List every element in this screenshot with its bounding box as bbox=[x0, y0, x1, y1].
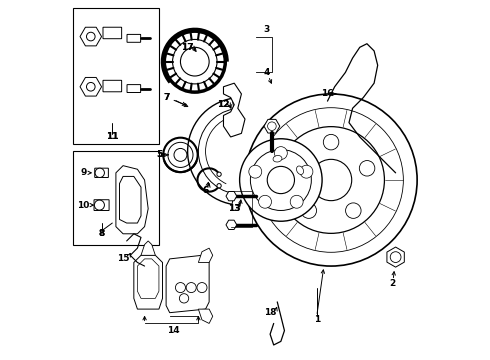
Circle shape bbox=[95, 200, 104, 210]
Polygon shape bbox=[198, 309, 213, 323]
Polygon shape bbox=[80, 27, 101, 46]
Bar bbox=[73, 151, 159, 244]
Circle shape bbox=[95, 168, 104, 177]
Text: 1: 1 bbox=[314, 315, 320, 324]
Text: 7: 7 bbox=[163, 93, 169, 102]
Polygon shape bbox=[120, 176, 141, 223]
Circle shape bbox=[87, 32, 95, 41]
Text: 3: 3 bbox=[264, 25, 270, 34]
Polygon shape bbox=[80, 77, 101, 96]
Text: 6: 6 bbox=[202, 186, 209, 195]
Circle shape bbox=[250, 149, 311, 211]
Circle shape bbox=[287, 161, 303, 176]
Circle shape bbox=[267, 166, 294, 194]
Polygon shape bbox=[141, 241, 155, 255]
Text: 17: 17 bbox=[181, 43, 194, 52]
Bar bbox=[73, 8, 159, 144]
Ellipse shape bbox=[273, 156, 282, 162]
Circle shape bbox=[323, 134, 339, 150]
Circle shape bbox=[240, 139, 322, 221]
Text: 13: 13 bbox=[228, 204, 241, 213]
Polygon shape bbox=[198, 248, 213, 262]
Polygon shape bbox=[226, 220, 237, 229]
Circle shape bbox=[249, 165, 262, 178]
Text: 2: 2 bbox=[389, 279, 395, 288]
Text: 8: 8 bbox=[98, 229, 105, 238]
Circle shape bbox=[345, 203, 361, 219]
Polygon shape bbox=[134, 255, 163, 309]
Text: 18: 18 bbox=[264, 308, 276, 317]
Circle shape bbox=[259, 108, 403, 252]
Circle shape bbox=[217, 184, 221, 188]
Circle shape bbox=[301, 203, 317, 219]
Text: 17: 17 bbox=[181, 43, 194, 52]
Text: 12: 12 bbox=[217, 100, 230, 109]
Circle shape bbox=[390, 252, 401, 262]
Polygon shape bbox=[226, 192, 237, 201]
Circle shape bbox=[217, 172, 221, 176]
Circle shape bbox=[310, 159, 352, 201]
Circle shape bbox=[274, 147, 287, 159]
FancyBboxPatch shape bbox=[103, 80, 122, 92]
Polygon shape bbox=[223, 83, 245, 137]
Circle shape bbox=[168, 142, 193, 167]
Circle shape bbox=[87, 82, 95, 91]
Circle shape bbox=[300, 165, 313, 178]
Ellipse shape bbox=[296, 166, 304, 175]
Text: 13: 13 bbox=[228, 204, 241, 213]
Polygon shape bbox=[166, 255, 209, 313]
Text: 6: 6 bbox=[202, 186, 209, 195]
Circle shape bbox=[172, 40, 217, 84]
Text: 7: 7 bbox=[163, 93, 169, 102]
Circle shape bbox=[268, 122, 276, 131]
Text: 14: 14 bbox=[167, 326, 180, 335]
Circle shape bbox=[197, 283, 207, 293]
Text: 10: 10 bbox=[77, 201, 90, 210]
Text: 5: 5 bbox=[156, 150, 162, 159]
Circle shape bbox=[164, 31, 225, 92]
Circle shape bbox=[259, 195, 271, 208]
FancyBboxPatch shape bbox=[94, 200, 109, 211]
Circle shape bbox=[245, 94, 417, 266]
Circle shape bbox=[180, 47, 209, 76]
Text: 11: 11 bbox=[106, 132, 119, 141]
Polygon shape bbox=[116, 166, 148, 234]
FancyBboxPatch shape bbox=[103, 27, 122, 39]
Polygon shape bbox=[387, 247, 404, 267]
Text: 5: 5 bbox=[156, 150, 162, 159]
Circle shape bbox=[179, 294, 189, 303]
FancyBboxPatch shape bbox=[127, 85, 141, 93]
Circle shape bbox=[278, 127, 385, 233]
FancyBboxPatch shape bbox=[127, 35, 141, 42]
Circle shape bbox=[186, 283, 196, 293]
Text: 4: 4 bbox=[263, 68, 270, 77]
Circle shape bbox=[359, 161, 375, 176]
Circle shape bbox=[163, 138, 197, 172]
Text: 12: 12 bbox=[217, 100, 230, 109]
Text: 15: 15 bbox=[117, 255, 129, 264]
Text: 9: 9 bbox=[80, 168, 87, 177]
Polygon shape bbox=[137, 259, 159, 298]
Circle shape bbox=[174, 148, 187, 161]
FancyBboxPatch shape bbox=[95, 168, 108, 177]
Text: 16: 16 bbox=[321, 89, 334, 98]
Circle shape bbox=[290, 195, 303, 208]
Circle shape bbox=[175, 283, 186, 293]
Text: 8: 8 bbox=[98, 229, 105, 238]
Text: 11: 11 bbox=[106, 132, 119, 141]
Polygon shape bbox=[264, 120, 280, 133]
